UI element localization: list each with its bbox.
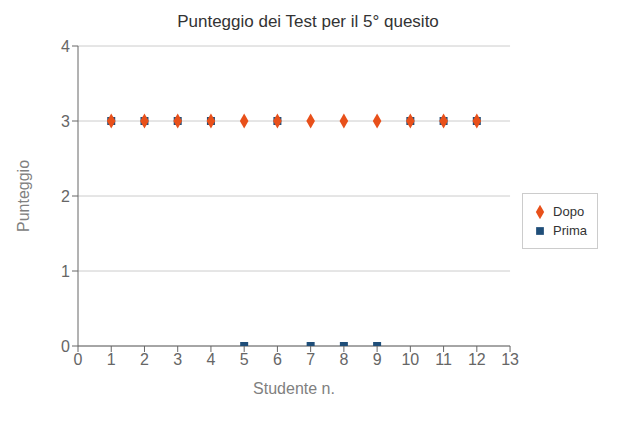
html-text:Punteggio dei Test per il 5° q: Punteggio dei Test per il 5° quesito xyxy=(177,12,439,31)
svg-text:9: 9 xyxy=(373,351,382,368)
svg-text:3: 3 xyxy=(61,113,70,130)
svg-text:6: 6 xyxy=(273,351,282,368)
svg-text:0: 0 xyxy=(61,338,70,355)
html-text:Prima: Prima xyxy=(553,223,587,238)
svg-text:1: 1 xyxy=(107,351,116,368)
svg-text:11: 11 xyxy=(435,351,452,368)
svg-text:12: 12 xyxy=(468,351,486,368)
html-text:Dopo: Dopo xyxy=(553,204,585,219)
svg-text:Punteggio: Punteggio xyxy=(15,160,32,232)
svg-text:3: 3 xyxy=(173,351,182,368)
svg-text:10: 10 xyxy=(401,351,419,368)
svg-text:8: 8 xyxy=(339,351,348,368)
svg-text:5: 5 xyxy=(240,351,249,368)
svg-text:1: 1 xyxy=(61,263,70,280)
svg-text:0: 0 xyxy=(74,351,83,368)
svg-text:2: 2 xyxy=(140,351,149,368)
svg-text:4: 4 xyxy=(61,38,70,55)
svg-text:7: 7 xyxy=(306,351,315,368)
svg-text:4: 4 xyxy=(206,351,215,368)
svg-text:Studente n.: Studente n. xyxy=(253,380,335,397)
svg-text:2: 2 xyxy=(61,188,70,205)
svg-text:13: 13 xyxy=(501,351,519,368)
